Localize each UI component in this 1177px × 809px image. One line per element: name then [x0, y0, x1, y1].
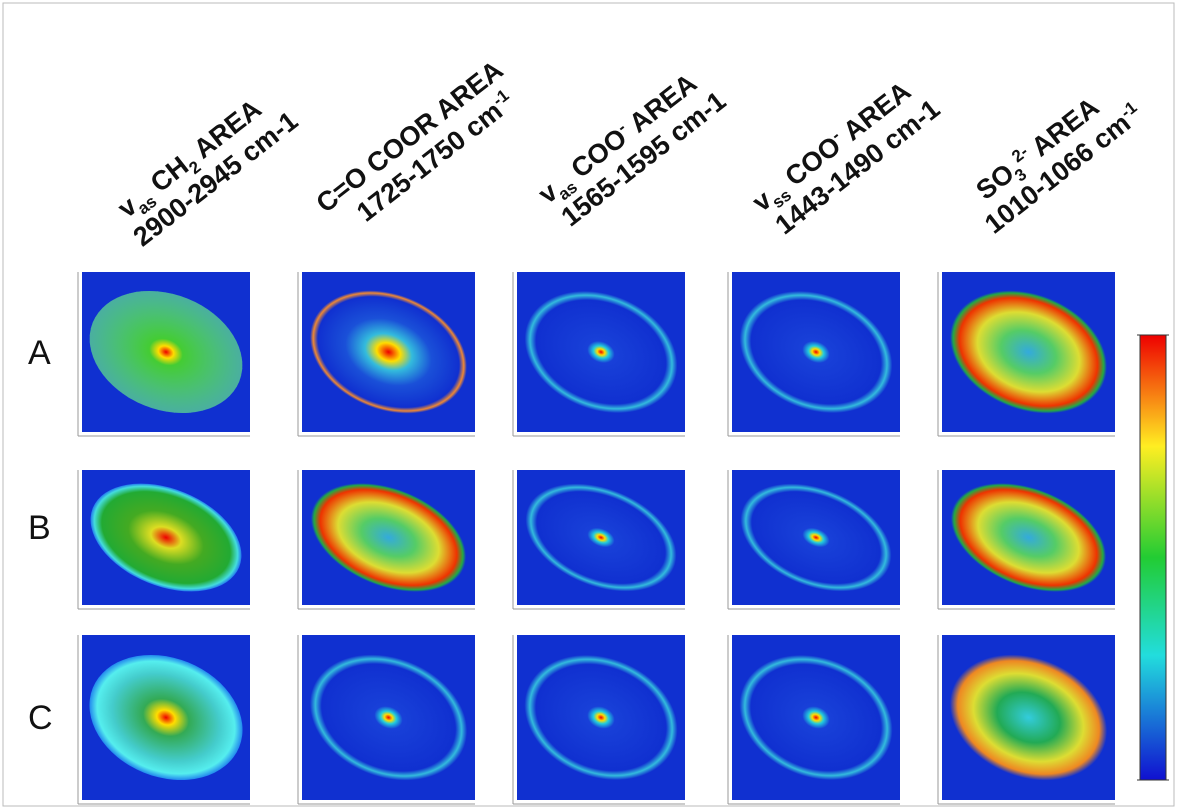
map-panel	[75, 463, 258, 612]
map-panel	[510, 463, 693, 612]
map-panel	[721, 269, 911, 436]
map-panel	[506, 633, 697, 804]
map-panel	[931, 632, 1126, 804]
map-panel	[291, 632, 486, 804]
color-bar	[1137, 335, 1169, 780]
map-panel	[295, 462, 482, 613]
map-panel	[932, 268, 1126, 436]
row-label: C	[28, 699, 53, 737]
map-panel	[71, 269, 261, 436]
row-label: B	[28, 509, 51, 547]
map-panel	[935, 462, 1122, 613]
map-panel	[506, 269, 696, 436]
figure: A B Cvas CH2 AREA2900-2945 cm-1C=O COOR AR…	[0, 0, 1177, 809]
map-panel	[292, 268, 486, 436]
row-label: A	[28, 334, 51, 372]
map-panel	[71, 633, 262, 804]
map-panel	[721, 633, 912, 804]
map-panel	[725, 463, 908, 612]
